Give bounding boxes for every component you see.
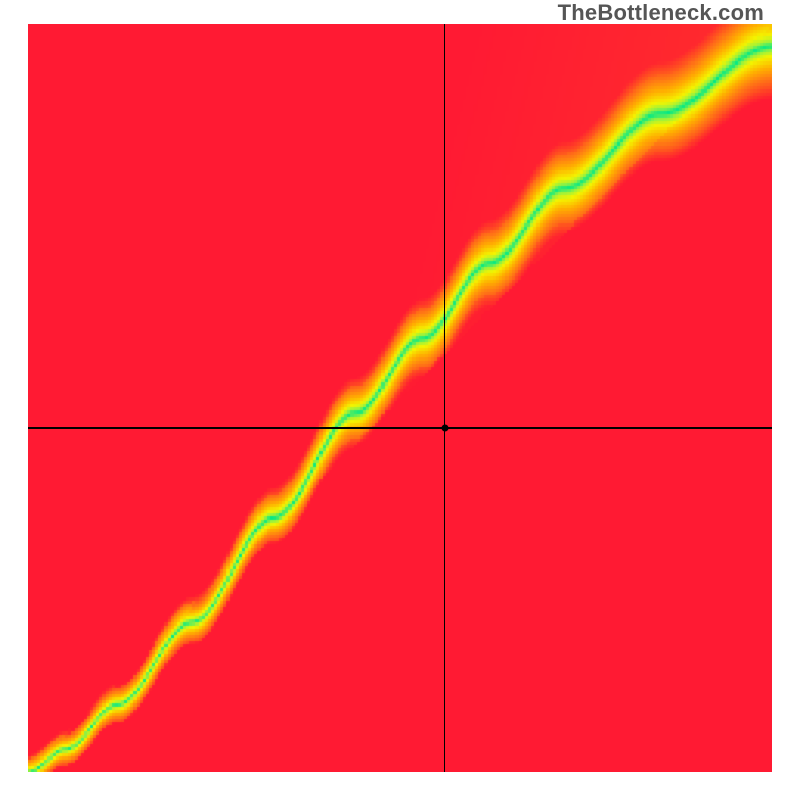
- crosshair-marker: [441, 424, 448, 431]
- plot-frame: [28, 24, 772, 772]
- figure-root: TheBottleneck.com: [0, 0, 800, 800]
- heatmap-canvas-wrap: [28, 24, 772, 772]
- watermark-text: TheBottleneck.com: [558, 0, 764, 26]
- crosshair-vertical: [444, 24, 445, 772]
- heatmap-canvas: [28, 24, 772, 772]
- crosshair-horizontal: [28, 427, 772, 428]
